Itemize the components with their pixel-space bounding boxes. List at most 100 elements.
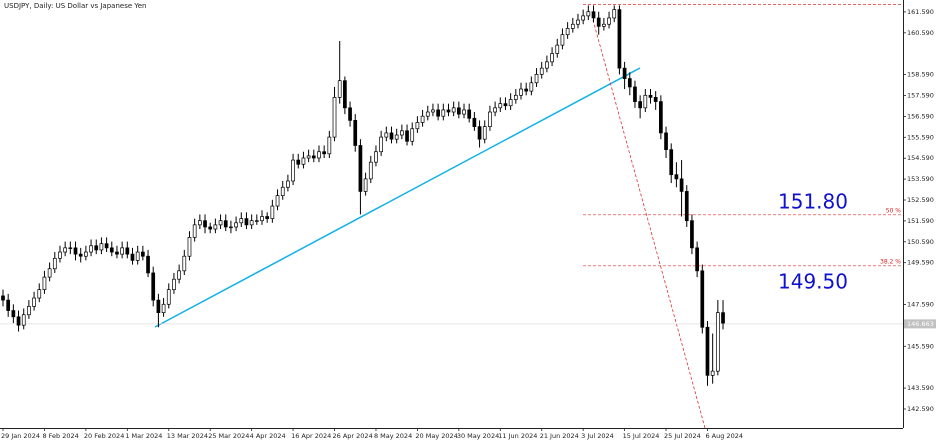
candle-body bbox=[223, 220, 228, 228]
candle-body bbox=[368, 161, 373, 180]
x-tick-label: 25 Jul 2024 bbox=[664, 432, 701, 440]
plot: 161.590 160.590 158.590 157.590 156.590 155.5… bbox=[0, 4, 936, 440]
candle-body bbox=[146, 255, 150, 274]
candle-body bbox=[488, 111, 492, 127]
candle-body bbox=[607, 17, 611, 25]
candle-body bbox=[705, 326, 710, 376]
y-tick-label: 153.590 bbox=[907, 175, 934, 183]
candle-body bbox=[254, 220, 259, 222]
candle-body bbox=[560, 34, 565, 46]
candle-body bbox=[63, 247, 68, 253]
x-tick-label: 20 May 2024 bbox=[415, 432, 457, 440]
candle-body bbox=[394, 134, 399, 140]
y-tick-label: 155.590 bbox=[907, 133, 934, 141]
x-tick-label: 8 Feb 2024 bbox=[42, 432, 78, 440]
candle-body bbox=[374, 151, 378, 163]
candle-body bbox=[218, 220, 223, 226]
candle-body bbox=[565, 28, 570, 36]
candle-body bbox=[653, 97, 658, 102]
candle-body bbox=[498, 103, 503, 109]
candle-body bbox=[213, 224, 218, 230]
candle-body bbox=[115, 251, 119, 255]
candle-body bbox=[353, 120, 358, 146]
candle-body bbox=[576, 19, 580, 25]
candle-body bbox=[249, 220, 254, 226]
candle-body bbox=[633, 86, 637, 102]
candle-body bbox=[508, 99, 513, 107]
x-tick-label: 20 Feb 2024 bbox=[84, 432, 124, 440]
candle-body bbox=[234, 222, 238, 228]
y-tick-label: 158.590 bbox=[907, 71, 934, 79]
candle-body bbox=[462, 109, 466, 115]
candle-body bbox=[42, 276, 47, 291]
candle-body bbox=[337, 80, 342, 98]
candle-body bbox=[684, 191, 689, 222]
y-tick-label: 143.590 bbox=[907, 384, 934, 392]
x-tick-label: 13 Mar 2024 bbox=[167, 432, 208, 440]
candle-body bbox=[674, 174, 679, 180]
candle-body bbox=[244, 218, 249, 226]
x-tick-label: 16 Apr 2024 bbox=[291, 432, 331, 440]
candle-body bbox=[135, 251, 140, 261]
candle-body bbox=[58, 251, 62, 259]
candle-body bbox=[197, 220, 202, 226]
candle-body bbox=[545, 61, 549, 69]
candle-body bbox=[187, 237, 192, 257]
candle-body bbox=[596, 17, 601, 27]
candle-body bbox=[89, 245, 93, 253]
candle-body bbox=[301, 157, 306, 165]
candle-body bbox=[581, 15, 586, 21]
candle-body bbox=[275, 195, 280, 207]
candle-body bbox=[11, 310, 16, 318]
candle-body bbox=[664, 132, 668, 150]
candle-body bbox=[669, 149, 674, 176]
x-tick-label: 6 Aug 2024 bbox=[705, 432, 743, 440]
annotation: 149.50 bbox=[778, 270, 848, 294]
candle-body bbox=[405, 130, 409, 142]
candle-body bbox=[21, 314, 26, 326]
candle-body bbox=[192, 224, 197, 238]
y-tick-label: 151.590 bbox=[907, 217, 934, 225]
candle-body bbox=[120, 247, 124, 255]
candle-body bbox=[78, 253, 83, 257]
candle-body bbox=[317, 151, 321, 159]
y-tick-label: 147.590 bbox=[907, 300, 934, 308]
candle-body bbox=[591, 11, 596, 19]
candle-body bbox=[503, 103, 508, 107]
candle-body bbox=[710, 370, 715, 376]
candle-body bbox=[436, 109, 440, 117]
x-tick-label: 29 Jan 2024 bbox=[1, 432, 40, 440]
candle-body bbox=[16, 316, 21, 326]
candle-body bbox=[622, 67, 627, 79]
candle-body bbox=[715, 312, 720, 372]
candle-body bbox=[451, 107, 456, 113]
candle-body bbox=[332, 97, 337, 138]
y-tick-label: 149.590 bbox=[907, 259, 934, 267]
candle-body bbox=[400, 130, 404, 136]
candle-body bbox=[327, 136, 332, 155]
candle-body bbox=[172, 278, 176, 291]
x-tick-label: 15 Jul 2024 bbox=[623, 432, 660, 440]
candle-body bbox=[690, 220, 694, 249]
candle-body bbox=[151, 272, 156, 301]
candle-body bbox=[513, 94, 518, 100]
y-tick-label: 154.590 bbox=[907, 154, 934, 162]
candle-body bbox=[586, 11, 591, 17]
candle-body bbox=[52, 257, 57, 270]
candle-body bbox=[472, 117, 477, 127]
candle-body bbox=[109, 247, 114, 253]
candle-body bbox=[265, 216, 270, 219]
annotation: 151.80 bbox=[778, 190, 848, 214]
y-tick-label: 145.590 bbox=[907, 342, 934, 350]
candle-body bbox=[182, 255, 187, 272]
candle-body bbox=[291, 159, 295, 182]
candle-body bbox=[47, 268, 52, 278]
x-tick-label: 11 Jun 2024 bbox=[498, 432, 537, 440]
x-tick-label: 3 Jul 2024 bbox=[581, 432, 614, 440]
last-price-label: 146.663 bbox=[907, 320, 934, 328]
y-tick-label: 150.590 bbox=[907, 238, 934, 246]
candle-body bbox=[446, 109, 451, 113]
y-tick-label: 160.590 bbox=[907, 29, 934, 37]
